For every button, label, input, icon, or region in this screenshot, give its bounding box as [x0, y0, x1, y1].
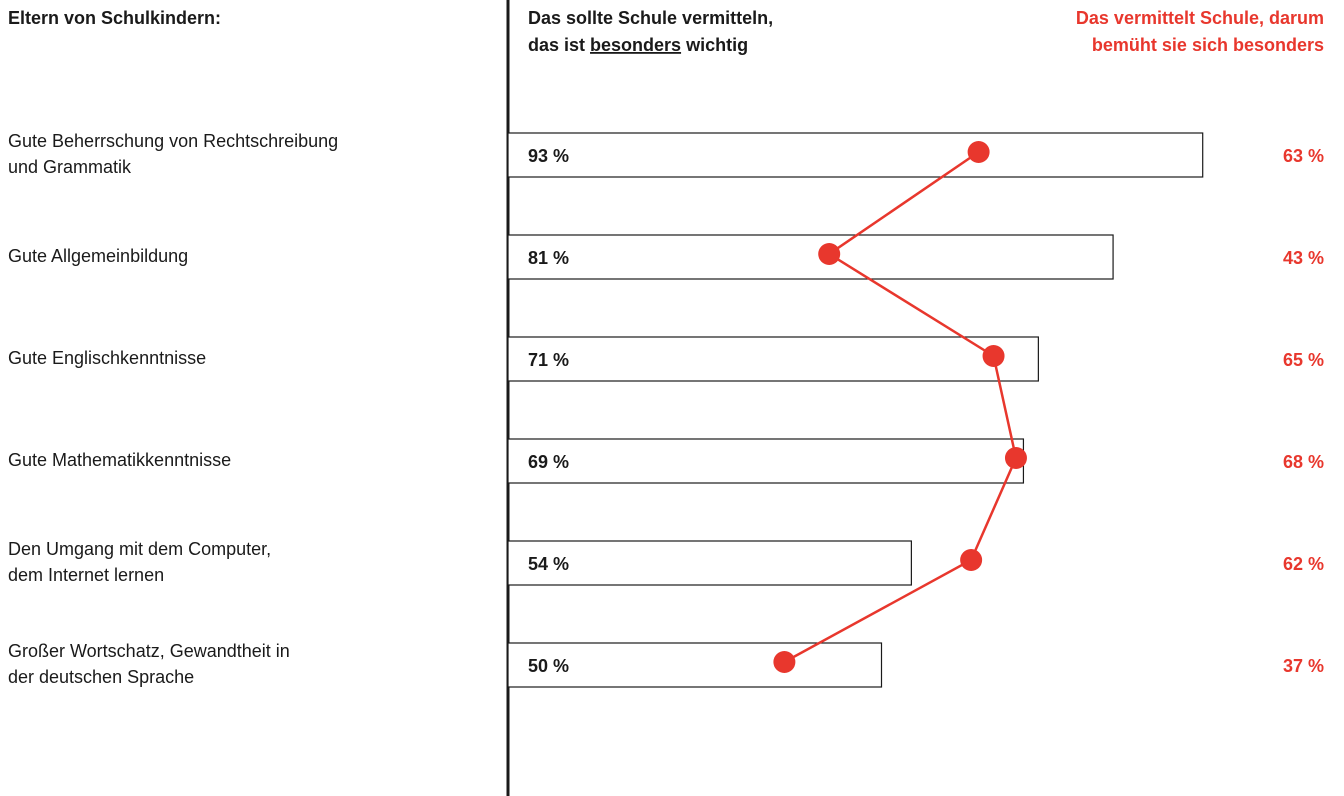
bar-value-label: 54 % — [528, 554, 569, 574]
bar — [507, 336, 1039, 382]
legend-label: Das sollte Schule vermitteln, — [528, 8, 773, 28]
bar-value-label: 69 % — [528, 452, 569, 472]
legend-text: das ist — [528, 35, 590, 55]
category-label: Gute Allgemeinbildung — [8, 246, 188, 266]
bar-value-label: 93 % — [528, 146, 569, 166]
dot-line — [783, 150, 1018, 664]
dot — [1004, 447, 1027, 469]
category-label: dem Internet lernen — [8, 565, 164, 585]
dot-value-label: 68 % — [1283, 452, 1324, 472]
bar-value-label: 81 % — [528, 248, 569, 268]
bar-value-label: 50 % — [528, 656, 569, 676]
dot-value-label: 43 % — [1283, 248, 1324, 268]
category-label: Gute Beherrschung von Rechtschreibung — [8, 131, 338, 151]
legend-label: bemüht sie sich besonders — [1092, 35, 1324, 55]
bar-value-label: 71 % — [528, 350, 569, 370]
dot — [773, 651, 796, 673]
dot-value-label: 37 % — [1283, 656, 1324, 676]
dot — [818, 243, 841, 265]
bar — [507, 234, 1114, 280]
category-label: Den Umgang mit dem Computer, — [8, 539, 271, 559]
dot — [960, 549, 983, 571]
dot-value-label: 62 % — [1283, 554, 1324, 574]
category-label: Gute Englischkenntnisse — [8, 348, 206, 368]
legend-text: bemüht sie sich besonders — [1092, 35, 1324, 55]
category-label: der deutschen Sprache — [8, 667, 194, 687]
legend-label: das ist besonders wichtig — [528, 35, 748, 55]
category-label: Gute Mathematikkenntnisse — [8, 450, 231, 470]
bar — [507, 438, 1025, 484]
category-label: und Grammatik — [8, 157, 132, 177]
legend-text: wichtig — [681, 35, 748, 55]
legend-text: besonders — [590, 35, 681, 55]
legend-label: Das vermittelt Schule, darum — [1076, 8, 1324, 28]
dot — [982, 345, 1005, 367]
dot-value-label: 63 % — [1283, 146, 1324, 166]
category-label: Großer Wortschatz, Gewandtheit in — [8, 641, 290, 661]
chart-title: Eltern von Schulkindern: — [8, 8, 221, 28]
dot-value-label: 65 % — [1283, 350, 1324, 370]
dot — [967, 141, 990, 163]
legend-text: Das sollte Schule vermitteln, — [528, 8, 773, 28]
bar — [507, 540, 912, 586]
legend-text: Das vermittelt Schule, darum — [1076, 8, 1324, 28]
bar — [507, 132, 1204, 178]
bar — [507, 642, 883, 688]
